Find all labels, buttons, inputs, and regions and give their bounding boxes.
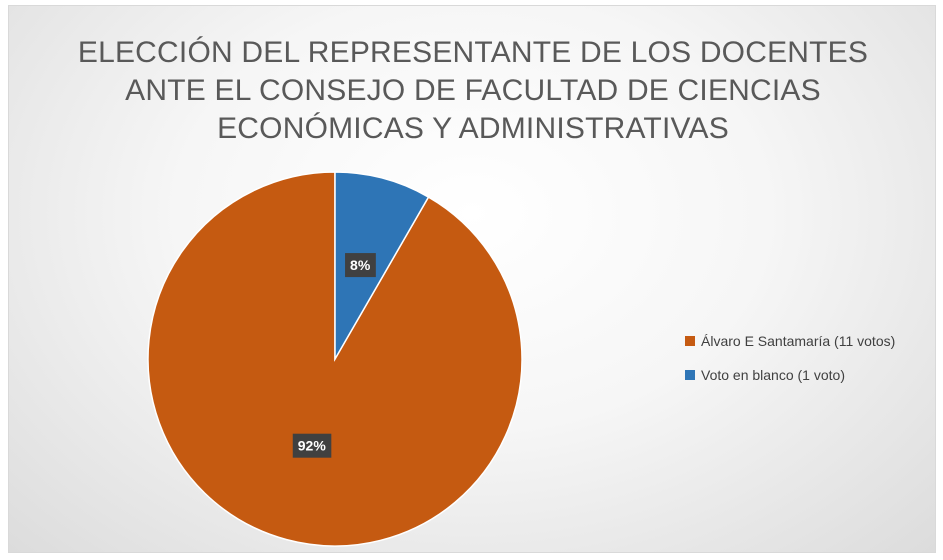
- legend-item-blank-vote: Voto en blanco (1 voto): [685, 365, 895, 385]
- data-label-alvaro-text: 92%: [298, 438, 327, 454]
- data-label-blank-vote-box: [345, 253, 376, 278]
- chart-title-line-3: ECONÓMICAS Y ADMINISTRATIVAS: [217, 112, 729, 145]
- legend-swatch-alvaro: [685, 336, 695, 346]
- pie-slice-blank-vote: [334, 171, 430, 362]
- chart-frame: ELECCIÓN DEL REPRESENTANTE DE LOS DOCENT…: [8, 5, 936, 553]
- legend-label-blank-vote: Voto en blanco (1 voto): [701, 367, 845, 383]
- chart-title-line-2: ANTE EL CONSEJO DE FACULTAD DE CIENCIAS: [125, 74, 821, 107]
- legend-swatch-blank-vote: [685, 370, 695, 380]
- pie-chart: 92% 8%: [147, 171, 523, 547]
- data-label-alvaro-box: [292, 433, 332, 458]
- data-label-blank-vote: 8%: [345, 253, 376, 278]
- chart-title-line-1: ELECCIÓN DEL REPRESENTANTE DE LOS DOCENT…: [77, 36, 869, 69]
- data-label-blank-vote-text: 8%: [350, 257, 371, 273]
- legend-item-alvaro: Álvaro E Santamaría (11 votos): [685, 331, 895, 351]
- legend: Álvaro E Santamaría (11 votos) Voto en b…: [685, 331, 895, 399]
- legend-label-alvaro: Álvaro E Santamaría (11 votos): [701, 333, 896, 349]
- data-label-alvaro: 92%: [292, 433, 332, 458]
- chart-title: ELECCIÓN DEL REPRESENTANTE DE LOS DOCENT…: [9, 34, 935, 148]
